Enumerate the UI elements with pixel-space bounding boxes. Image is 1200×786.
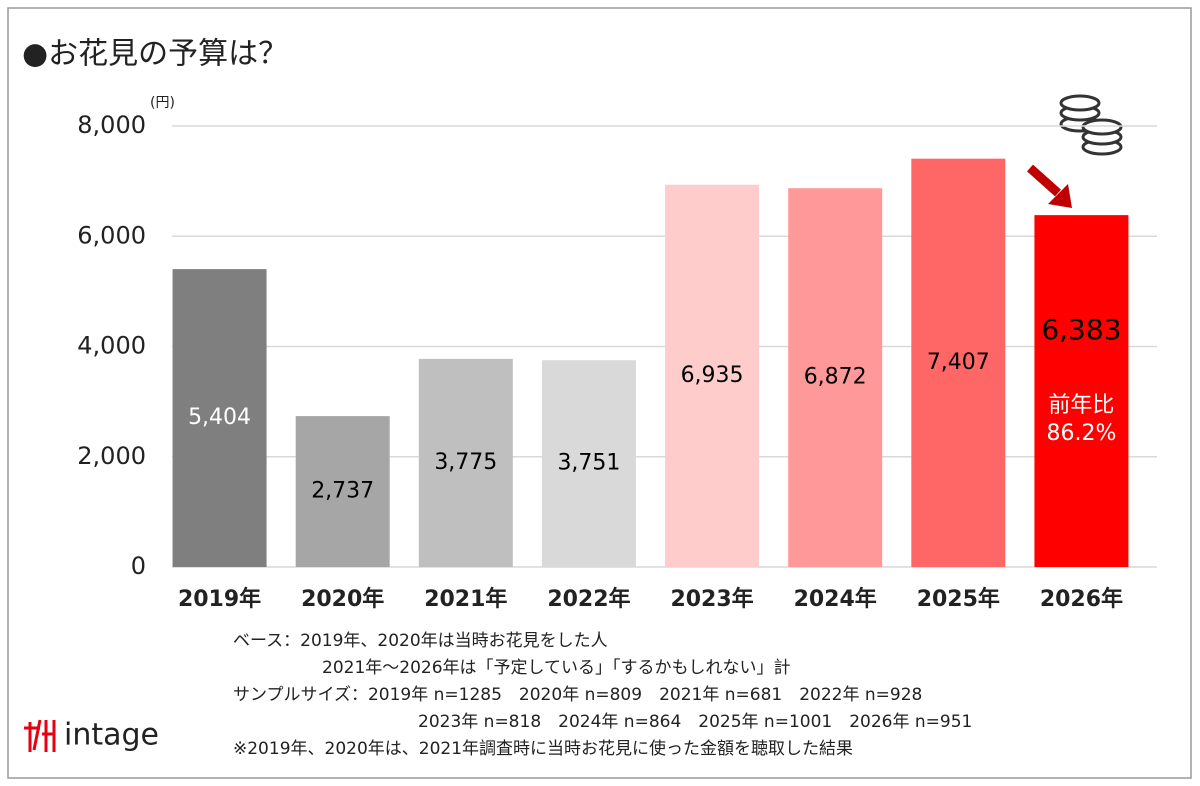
bar (665, 184, 760, 567)
y-tick-label: 0 (131, 552, 146, 580)
value-label: 2,737 (311, 479, 374, 504)
y-tick-label: 2,000 (77, 442, 146, 470)
bar (788, 188, 883, 567)
y-tick-label: 6,000 (77, 221, 146, 249)
coins-icon (1059, 94, 1123, 156)
bar (418, 358, 513, 567)
bar (172, 269, 267, 567)
value-label: 6,935 (681, 363, 744, 388)
value-label: 7,407 (927, 350, 990, 375)
footnote: サンプルサイズ：2019年 n=1285 2020年 n=809 2021年 n… (233, 685, 922, 705)
y-tick-label: 4,000 (77, 332, 146, 360)
value-label: 3,751 (557, 451, 620, 476)
logo-mark (24, 719, 56, 752)
logo: intage (64, 718, 159, 753)
bar (911, 158, 1006, 567)
x-tick-label: 2025年 (917, 586, 1000, 612)
y-tick-label: 8,000 (77, 111, 146, 139)
x-tick-label: 2020年 (301, 586, 384, 612)
value-label: 6,872 (804, 365, 867, 390)
bar (1034, 215, 1129, 567)
chart-title: ●お花見の予算は？ (22, 37, 288, 72)
x-tick-label: 2022年 (547, 586, 630, 612)
x-tick-label: 2019年 (178, 586, 261, 612)
bar (295, 416, 390, 567)
x-tick-label: 2023年 (670, 586, 753, 612)
down-arrow (1027, 164, 1072, 208)
footnote: 2021年～2026年は「予定している」「するかもしれない」計 (322, 658, 791, 678)
y-unit: (円) (150, 95, 175, 111)
bar (541, 360, 636, 567)
footnote: ベース：2019年、2020年は当時お花見をした人 (233, 631, 608, 651)
value-label: 6,383 (1041, 313, 1121, 346)
x-tick-label: 2024年 (794, 586, 877, 612)
footnote: ※2019年、2020年は、2021年調査時に当時お花見に使った金額を聴取した結… (233, 738, 853, 759)
annotation: 前年比 (1048, 393, 1114, 418)
footnote: 2023年 n=818 2024年 n=864 2025年 n=1001 202… (418, 712, 972, 732)
x-tick-label: 2026年 (1040, 586, 1123, 612)
x-tick-label: 2021年 (424, 586, 507, 612)
value-label: 3,775 (434, 450, 497, 475)
annotation: 86.2% (1046, 421, 1116, 446)
value-label: 5,404 (188, 405, 251, 430)
